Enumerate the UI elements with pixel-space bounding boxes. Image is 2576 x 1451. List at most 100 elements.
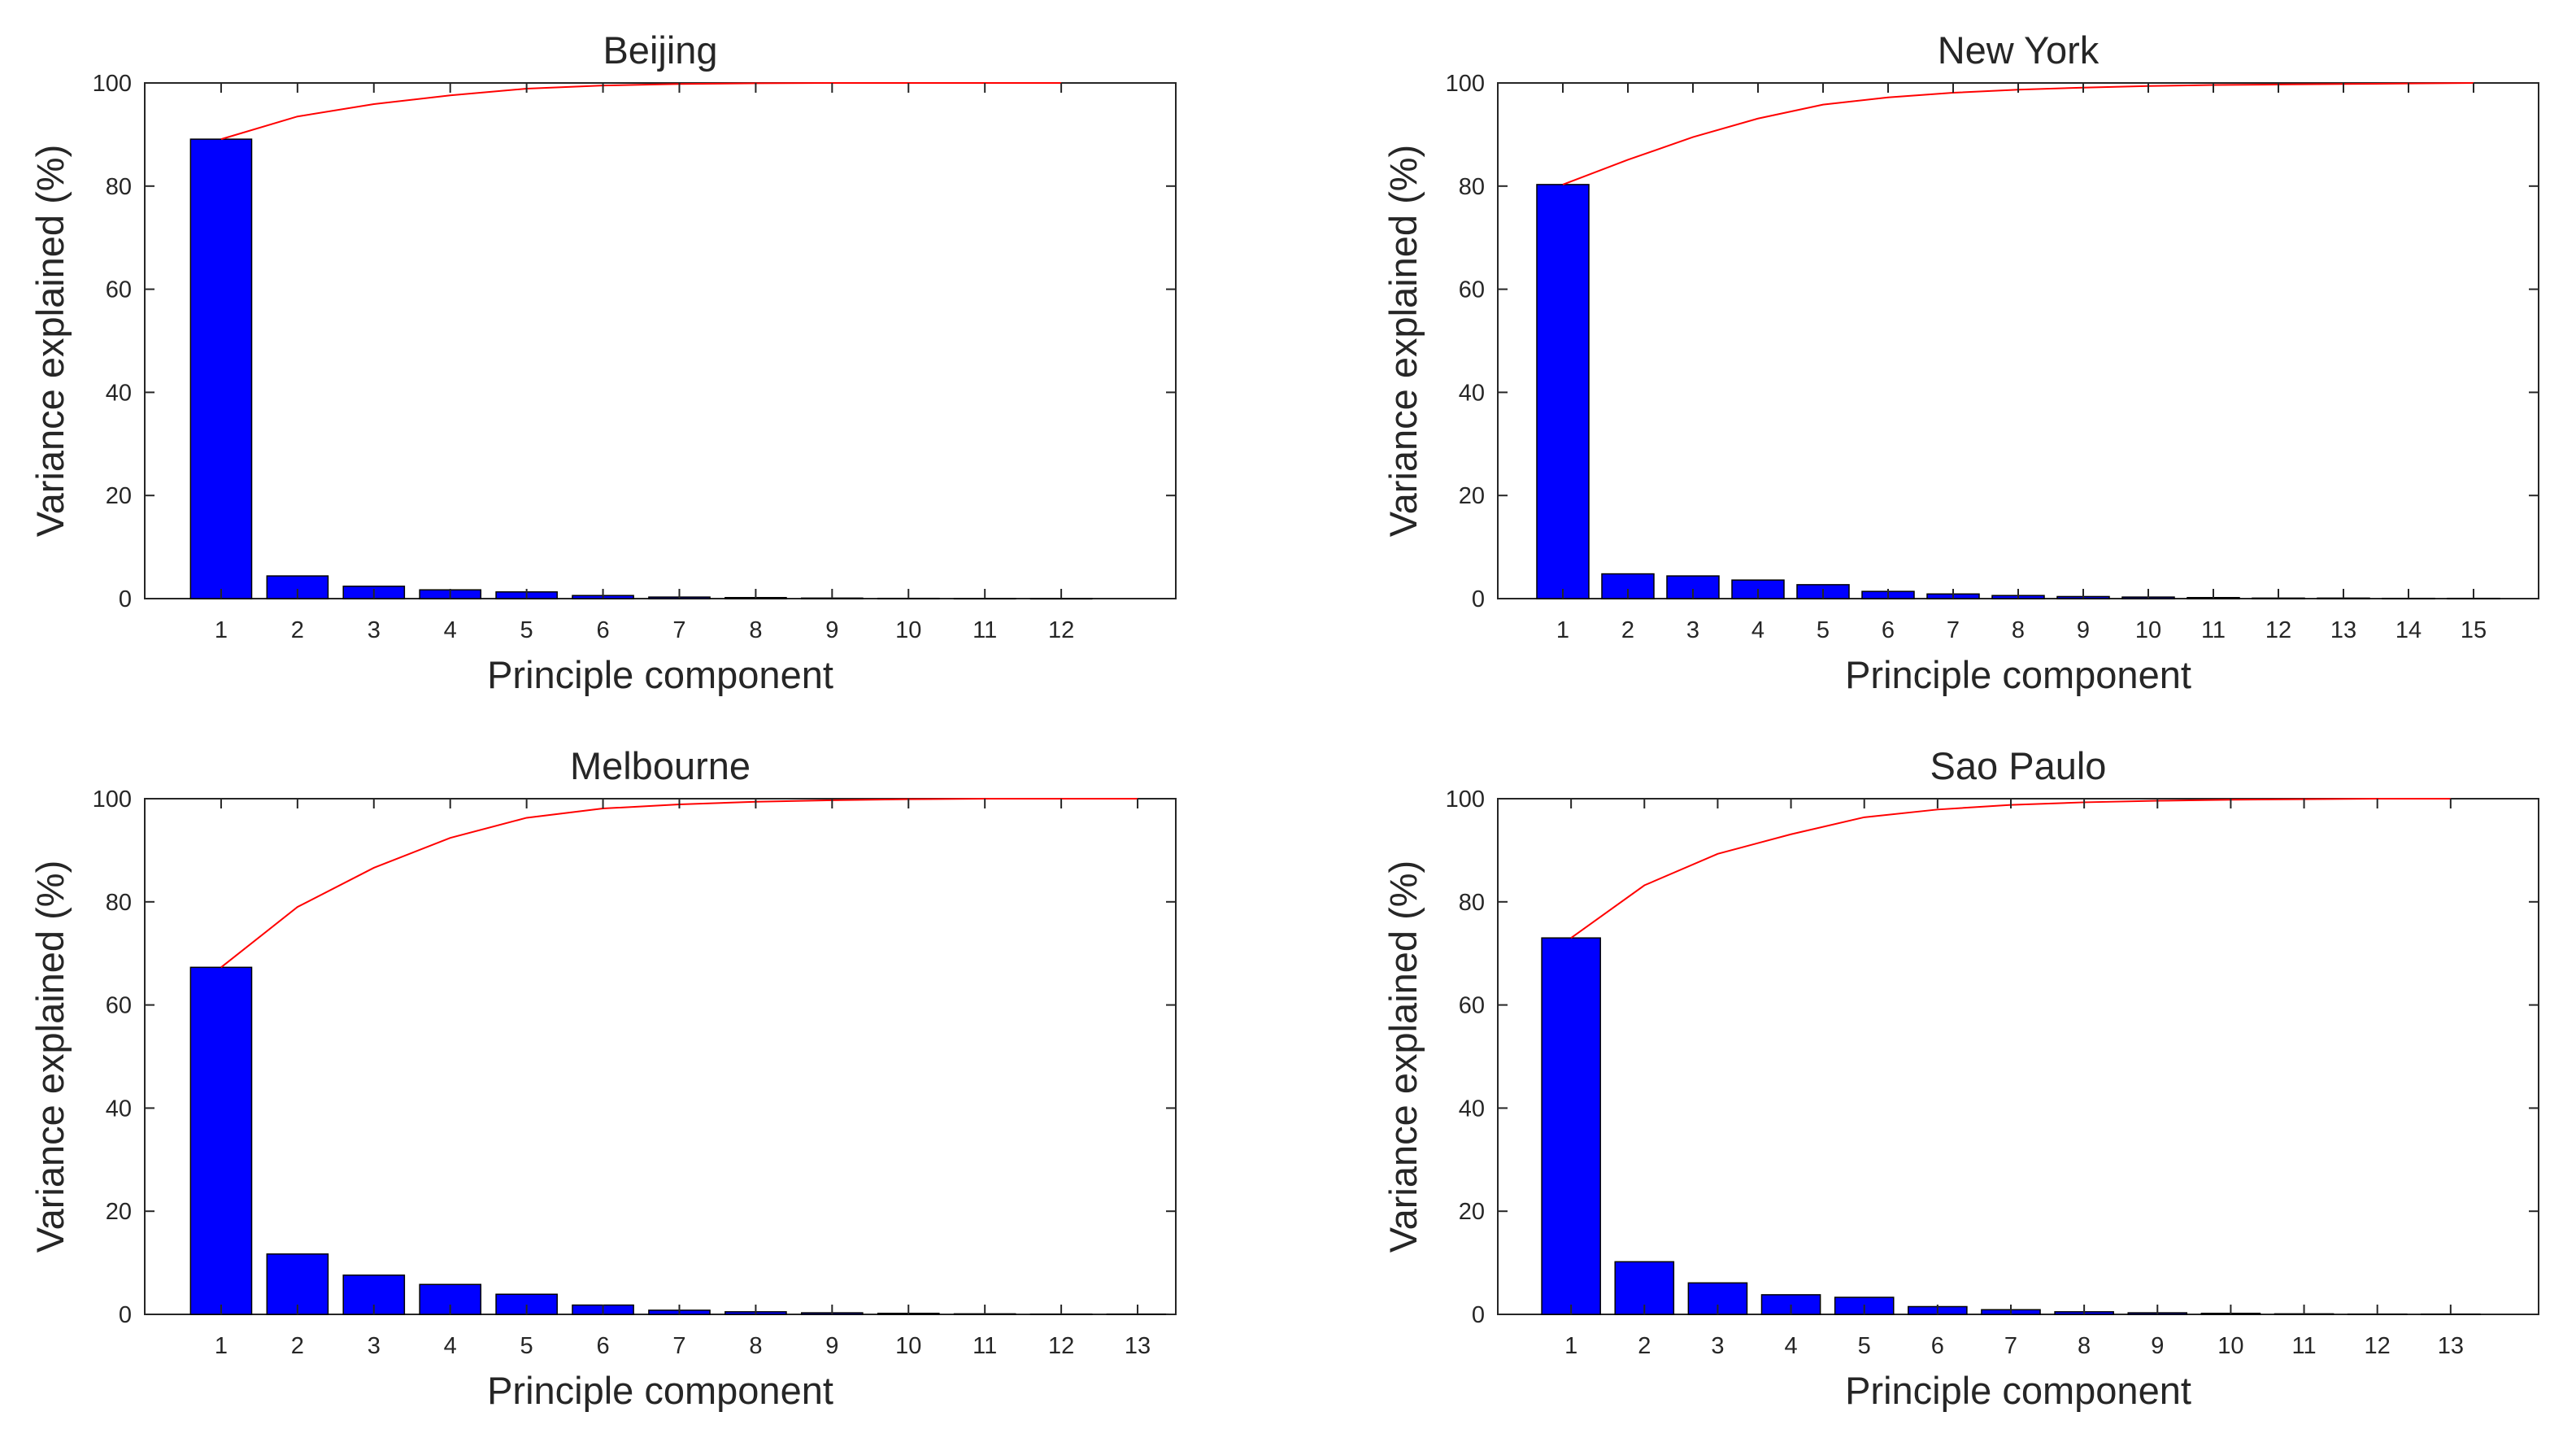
x-tick-label: 10 bbox=[895, 1333, 921, 1359]
y-tick-label: 40 bbox=[106, 380, 132, 406]
y-tick-label: 20 bbox=[1459, 483, 1485, 509]
y-tick-label: 40 bbox=[1459, 1096, 1485, 1122]
y-axis-label: Variance explained (%) bbox=[1382, 145, 1425, 537]
x-tick-label: 13 bbox=[1125, 1333, 1151, 1359]
x-tick-label: 2 bbox=[291, 617, 304, 643]
x-tick-label: 5 bbox=[1858, 1333, 1871, 1359]
x-tick-label: 7 bbox=[672, 617, 685, 643]
x-axis-label: Principle component bbox=[1845, 1369, 2191, 1412]
bar-pc-2 bbox=[266, 1253, 329, 1315]
y-tick-label: 0 bbox=[1472, 586, 1485, 612]
x-tick-label: 11 bbox=[2291, 1333, 2316, 1359]
x-tick-label: 8 bbox=[2078, 1333, 2091, 1359]
y-tick-label: 60 bbox=[106, 277, 132, 303]
x-tick-label: 3 bbox=[368, 617, 381, 643]
x-tick-label: 2 bbox=[1621, 617, 1634, 643]
y-tick-label: 60 bbox=[1459, 993, 1485, 1019]
x-tick-label: 9 bbox=[825, 1333, 838, 1359]
y-tick-label: 80 bbox=[1459, 174, 1485, 200]
bar-pc-1 bbox=[1541, 937, 1601, 1315]
y-tick-label: 100 bbox=[1446, 787, 1485, 813]
x-tick-label: 5 bbox=[520, 617, 533, 643]
chart-title: Sao Paulo bbox=[1930, 744, 2107, 787]
y-axis-label: Variance explained (%) bbox=[1382, 861, 1425, 1253]
x-tick-label: 10 bbox=[2217, 1333, 2243, 1359]
x-tick-label: 6 bbox=[596, 1333, 609, 1359]
x-axis-label: Principle component bbox=[487, 653, 833, 696]
x-tick-label: 6 bbox=[1882, 617, 1895, 643]
y-tick-label: 20 bbox=[1459, 1199, 1485, 1225]
x-tick-label: 1 bbox=[1564, 1333, 1577, 1359]
chart-title: New York bbox=[1938, 28, 2100, 72]
x-tick-label: 11 bbox=[2201, 617, 2226, 643]
x-tick-label: 3 bbox=[368, 1333, 381, 1359]
x-tick-label: 9 bbox=[2151, 1333, 2164, 1359]
y-tick-label: 100 bbox=[93, 787, 132, 813]
x-tick-label: 12 bbox=[1048, 617, 1074, 643]
x-tick-label: 4 bbox=[1784, 1333, 1797, 1359]
x-tick-label: 4 bbox=[444, 617, 457, 643]
bar-pc-1 bbox=[1536, 184, 1590, 599]
x-tick-label: 1 bbox=[215, 617, 228, 643]
y-tick-label: 80 bbox=[106, 890, 132, 916]
x-tick-label: 12 bbox=[2365, 1333, 2391, 1359]
x-tick-label: 2 bbox=[291, 1333, 304, 1359]
x-tick-label: 4 bbox=[444, 1333, 457, 1359]
y-tick-label: 20 bbox=[106, 483, 132, 509]
x-tick-label: 9 bbox=[825, 617, 838, 643]
x-tick-label: 7 bbox=[2004, 1333, 2017, 1359]
x-tick-label: 12 bbox=[1048, 1333, 1074, 1359]
x-tick-label: 5 bbox=[1817, 617, 1830, 643]
y-axis-label: Variance explained (%) bbox=[28, 861, 72, 1253]
y-tick-label: 40 bbox=[1459, 380, 1485, 406]
y-tick-label: 100 bbox=[1446, 71, 1485, 97]
x-tick-label: 8 bbox=[2012, 617, 2025, 643]
x-tick-label: 3 bbox=[1686, 617, 1699, 643]
x-tick-label: 13 bbox=[2330, 617, 2356, 643]
y-tick-label: 20 bbox=[106, 1199, 132, 1225]
x-tick-label: 15 bbox=[2461, 617, 2487, 643]
y-tick-label: 80 bbox=[1459, 890, 1485, 916]
x-tick-label: 9 bbox=[2077, 617, 2090, 643]
x-tick-label: 10 bbox=[895, 617, 921, 643]
x-tick-label: 7 bbox=[672, 1333, 685, 1359]
x-tick-label: 1 bbox=[1556, 617, 1569, 643]
y-tick-label: 100 bbox=[93, 71, 132, 97]
y-tick-label: 60 bbox=[1459, 277, 1485, 303]
chart-title: Beijing bbox=[603, 28, 717, 72]
y-tick-label: 0 bbox=[119, 586, 132, 612]
x-tick-label: 5 bbox=[520, 1333, 533, 1359]
chart-title: Melbourne bbox=[570, 744, 751, 787]
x-tick-label: 3 bbox=[1711, 1333, 1724, 1359]
x-tick-label: 4 bbox=[1751, 617, 1764, 643]
x-axis-label: Principle component bbox=[1845, 653, 2191, 696]
x-tick-label: 14 bbox=[2395, 617, 2422, 643]
y-tick-label: 60 bbox=[106, 993, 132, 1019]
x-tick-label: 12 bbox=[2265, 617, 2291, 643]
bar-pc-1 bbox=[189, 138, 253, 599]
y-tick-label: 40 bbox=[106, 1096, 132, 1122]
x-tick-label: 8 bbox=[749, 617, 762, 643]
x-tick-label: 8 bbox=[749, 1333, 762, 1359]
x-tick-label: 6 bbox=[596, 617, 609, 643]
x-tick-label: 11 bbox=[973, 617, 997, 643]
bar-pc-1 bbox=[189, 966, 253, 1315]
x-tick-label: 7 bbox=[1947, 617, 1960, 643]
x-tick-label: 10 bbox=[2135, 617, 2161, 643]
y-tick-label: 80 bbox=[106, 174, 132, 200]
y-tick-label: 0 bbox=[119, 1302, 132, 1328]
cumulative-variance-line bbox=[220, 82, 1062, 141]
y-axis-label: Variance explained (%) bbox=[28, 145, 72, 537]
bar-pc-2 bbox=[1601, 573, 1655, 599]
x-tick-label: 1 bbox=[215, 1333, 228, 1359]
x-tick-label: 11 bbox=[973, 1333, 997, 1359]
y-tick-label: 0 bbox=[1472, 1302, 1485, 1328]
x-tick-label: 6 bbox=[1931, 1333, 1944, 1359]
x-tick-label: 2 bbox=[1638, 1333, 1651, 1359]
